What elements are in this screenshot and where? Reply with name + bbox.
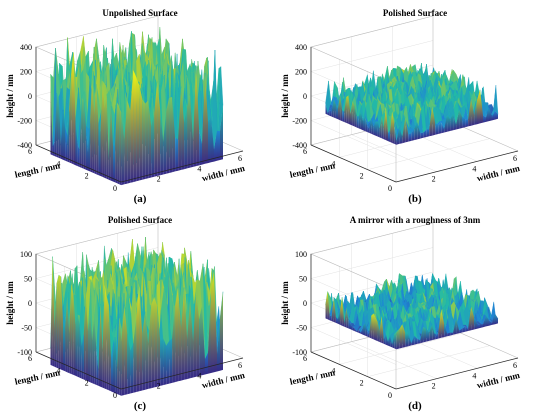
z-tick-label: -100 xyxy=(292,348,307,357)
x-tick-label: 6 xyxy=(238,154,242,163)
surface xyxy=(50,237,224,396)
y-axis-label: length / mm xyxy=(289,367,337,386)
y-tick-labels: 0 2 4 6 xyxy=(303,147,392,193)
y-tick-label: 2 xyxy=(360,379,364,388)
z-tick-labels: 100 50 0 -50 -100 xyxy=(292,250,307,357)
x-tick-label: 2 xyxy=(432,175,436,184)
x-tick-labels: 2 4 6 xyxy=(432,154,517,184)
z-tick-label: 50 xyxy=(24,275,32,284)
y-tick-label: 0 xyxy=(113,184,117,193)
z-tick-label: -50 xyxy=(21,324,32,333)
y-tick-label: 6 xyxy=(303,354,307,363)
y-tick-labels: 0 2 4 6 xyxy=(28,354,117,400)
y-tick-label: 0 xyxy=(113,391,117,400)
z-tick-label: 200 xyxy=(295,68,307,77)
x-axis-label: width / mm xyxy=(201,163,247,183)
z-tick-label: -200 xyxy=(292,117,307,126)
panel-c-polished-surface: 100 50 0 -50 -100 2 4 6 0 2 4 6 height / nm length / … xyxy=(5,215,246,412)
axes-lines xyxy=(310,254,519,390)
x-tick-label: 6 xyxy=(238,361,242,370)
z-axis-label: height / nm xyxy=(280,281,290,325)
axes-lines xyxy=(35,47,244,183)
z-axis-label: height / nm xyxy=(5,74,15,118)
z-tick-label: 100 xyxy=(295,250,307,259)
x-tick-labels: 2 4 6 xyxy=(157,154,242,184)
x-tick-label: 2 xyxy=(157,382,161,391)
axes-lines xyxy=(310,47,519,183)
axes-lines xyxy=(35,254,244,390)
x-tick-label: 4 xyxy=(197,164,201,173)
panel-label: (b) xyxy=(408,193,422,205)
x-tick-label: 6 xyxy=(513,154,517,163)
z-tick-labels: 400 200 0 -200 -400 xyxy=(292,43,307,150)
z-tick-label: -400 xyxy=(292,141,307,150)
y-tick-label: 2 xyxy=(360,172,364,181)
z-tick-label: 200 xyxy=(20,68,32,77)
z-tick-label: 0 xyxy=(303,92,307,101)
z-tick-label: -50 xyxy=(296,324,307,333)
panel-label: (a) xyxy=(134,193,147,205)
z-tick-label: 0 xyxy=(28,92,32,101)
y-tick-label: 2 xyxy=(85,379,89,388)
panel-title: Polished Surface xyxy=(108,215,172,225)
panel-d-mirror-surface: 100 50 0 -50 -100 2 4 6 0 2 4 6 height / nm length / … xyxy=(280,215,522,412)
z-tick-labels: 100 50 0 -50 -100 xyxy=(17,250,32,357)
panel-label: (c) xyxy=(134,400,147,412)
x-axis-label: width / mm xyxy=(476,370,522,390)
x-tick-labels: 2 4 6 xyxy=(432,361,517,391)
z-tick-label: 400 xyxy=(295,43,307,52)
z-tick-label: -400 xyxy=(17,141,32,150)
x-tick-label: 4 xyxy=(472,371,476,380)
z-axis-label: height / nm xyxy=(5,281,15,325)
panel-a-unpolished-surface: 400 200 0 -200 -400 2 4 6 0 2 4 6 height / nm length … xyxy=(5,8,247,205)
z-tick-labels: 400 200 0 -200 -400 xyxy=(17,43,32,150)
y-tick-label: 6 xyxy=(303,147,307,156)
x-tick-label: 2 xyxy=(157,175,161,184)
x-axis-label: width / mm xyxy=(476,163,522,183)
z-tick-label: 50 xyxy=(299,275,307,284)
x-tick-label: 4 xyxy=(197,371,201,380)
y-tick-label: 4 xyxy=(331,366,335,375)
y-tick-label: 2 xyxy=(85,172,89,181)
y-axis-label: length / mm xyxy=(14,160,62,179)
panel-b-polished-surface: 400 200 0 -200 -400 2 4 6 0 2 4 6 height / nm length … xyxy=(280,8,522,205)
surface xyxy=(325,272,499,350)
z-tick-label: 100 xyxy=(20,250,32,259)
panel-title: Polished Surface xyxy=(383,8,447,18)
y-tick-label: 4 xyxy=(56,159,60,168)
x-tick-label: 2 xyxy=(432,382,436,391)
y-tick-label: 4 xyxy=(331,159,335,168)
z-tick-label: -200 xyxy=(17,117,32,126)
z-tick-label: 400 xyxy=(20,43,32,52)
x-tick-label: 6 xyxy=(513,361,517,370)
y-tick-labels: 0 2 4 6 xyxy=(28,147,117,193)
y-tick-label: 6 xyxy=(28,354,32,363)
panel-title: Unpolished Surface xyxy=(102,8,177,18)
x-tick-label: 4 xyxy=(472,164,476,173)
x-tick-labels: 2 4 6 xyxy=(157,361,242,391)
y-tick-labels: 0 2 4 6 xyxy=(303,354,392,400)
y-tick-label: 6 xyxy=(28,147,32,156)
panel-label: (d) xyxy=(408,400,422,412)
z-tick-label: 0 xyxy=(303,299,307,308)
y-axis-label: length / mm xyxy=(289,160,337,179)
z-axis-label: height / nm xyxy=(280,74,290,118)
y-tick-label: 0 xyxy=(388,391,392,400)
panel-title: A mirror with a roughness of 3nm xyxy=(350,215,481,225)
z-tick-label: -100 xyxy=(17,348,32,357)
z-tick-label: 0 xyxy=(28,299,32,308)
y-axis-label: length / mm xyxy=(14,367,62,386)
surface xyxy=(50,26,224,186)
surface xyxy=(325,63,499,145)
y-tick-label: 0 xyxy=(388,184,392,193)
y-tick-label: 4 xyxy=(56,366,60,375)
